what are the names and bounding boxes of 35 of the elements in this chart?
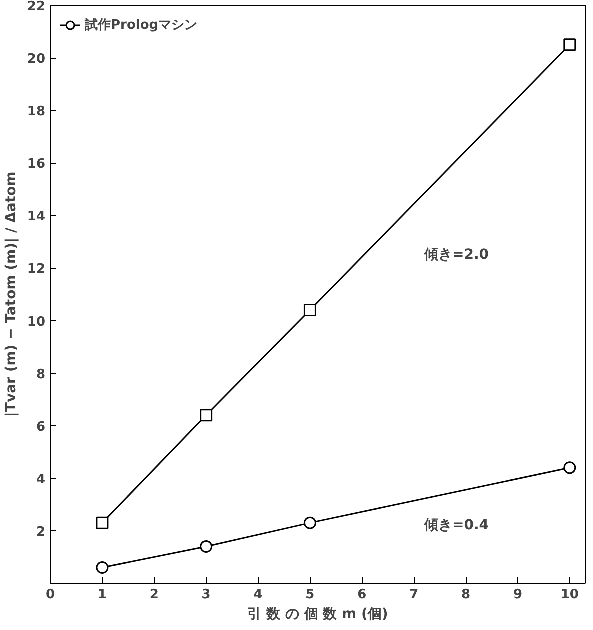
x-tick-label: 2 bbox=[150, 588, 159, 602]
y-tick-label: 14 bbox=[27, 210, 46, 225]
x-tick-label: 7 bbox=[410, 588, 419, 602]
y-axis-title: |Tvar (m) − Tatom (m)| / Δatom bbox=[3, 172, 20, 418]
x-tick-label: 6 bbox=[358, 588, 367, 602]
annotation: 傾き=2.0 bbox=[423, 247, 490, 264]
y-tick-label: 22 bbox=[27, 0, 46, 14]
x-tick-label: 0 bbox=[46, 588, 56, 602]
y-tick-label: 12 bbox=[27, 262, 46, 278]
annotation: 傾き=0.4 bbox=[423, 518, 490, 534]
y-tick-label: 16 bbox=[27, 157, 46, 172]
x-tick-label: 5 bbox=[306, 588, 315, 602]
legend-label: 試作Prologマシン bbox=[85, 17, 198, 34]
point bbox=[200, 540, 213, 553]
x-tick-label: 9 bbox=[513, 588, 522, 602]
y-tick-label: 4 bbox=[36, 472, 46, 488]
x-tick-label: 1 bbox=[98, 588, 107, 602]
y-tick-label: 20 bbox=[27, 52, 46, 68]
x-axis-title: 引 数 の 個 数 m (個) bbox=[248, 606, 388, 622]
y-tick-label: 2 bbox=[36, 524, 46, 540]
y-tick-label: 8 bbox=[36, 367, 46, 382]
y-tick-label: 10 bbox=[27, 314, 46, 330]
y-tick-label: 18 bbox=[27, 104, 46, 120]
point bbox=[304, 304, 316, 317]
x-tick-label: 8 bbox=[462, 588, 471, 602]
point bbox=[304, 516, 316, 530]
point bbox=[564, 38, 576, 52]
x-tick-label: 4 bbox=[254, 588, 263, 602]
point bbox=[96, 561, 109, 574]
y-tick-label: 6 bbox=[36, 420, 46, 435]
point bbox=[200, 409, 213, 422]
x-tick-label: 3 bbox=[202, 588, 211, 602]
point bbox=[564, 462, 576, 474]
point bbox=[96, 516, 109, 530]
x-tick-label: 10 bbox=[560, 588, 579, 602]
